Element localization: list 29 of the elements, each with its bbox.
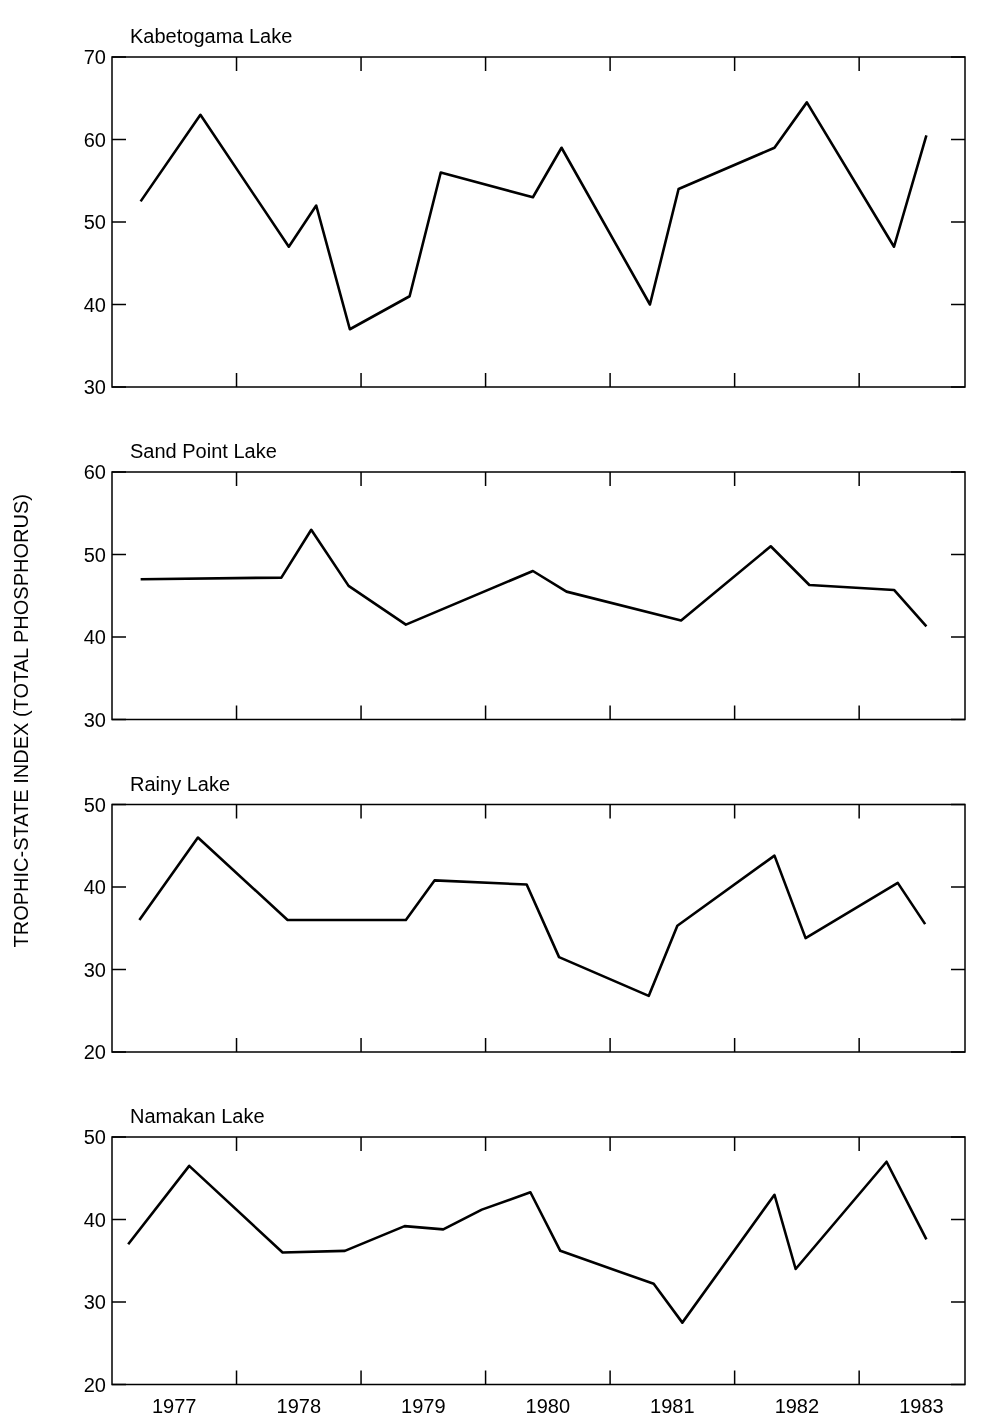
chart-title: Kabetogama Lake [130, 25, 293, 47]
x-tick-label: 1980 [525, 1394, 571, 1417]
y-tick-label: 50 [83, 793, 106, 816]
chart-title: Sand Point Lake [130, 440, 277, 462]
y-tick-label: 30 [83, 1291, 106, 1313]
y-tick-label: 40 [83, 1208, 106, 1231]
y-tick-label: 20 [83, 1041, 106, 1063]
x-tick-label: 1982 [774, 1394, 820, 1417]
y-tick-label: 40 [83, 876, 106, 898]
x-tick-label: 1977 [152, 1394, 197, 1417]
y-tick-label: 30 [83, 708, 106, 731]
y-axis-title: TROPHIC-STATE INDEX (TOTAL PHOSPHORUS) [10, 494, 32, 948]
y-tick-label: 60 [83, 461, 106, 483]
y-tick-label: 50 [83, 543, 106, 566]
y-tick-label: 30 [83, 376, 106, 398]
x-tick-label: 1981 [650, 1394, 695, 1417]
y-tick-label: 20 [83, 1373, 106, 1396]
chart-title: Namakan Lake [130, 1105, 265, 1127]
y-tick-label: 40 [83, 626, 106, 648]
y-tick-label: 70 [83, 46, 106, 68]
y-tick-label: 50 [83, 1126, 106, 1148]
x-tick-label: 1979 [401, 1394, 446, 1417]
y-tick-label: 50 [83, 211, 106, 233]
x-tick-label: 1983 [899, 1394, 944, 1417]
x-tick-label: 1978 [276, 1394, 322, 1417]
chart-title: Rainy Lake [130, 772, 231, 795]
y-tick-label: 30 [83, 958, 106, 981]
y-tick-label: 60 [83, 128, 106, 151]
y-tick-label: 40 [83, 293, 106, 316]
